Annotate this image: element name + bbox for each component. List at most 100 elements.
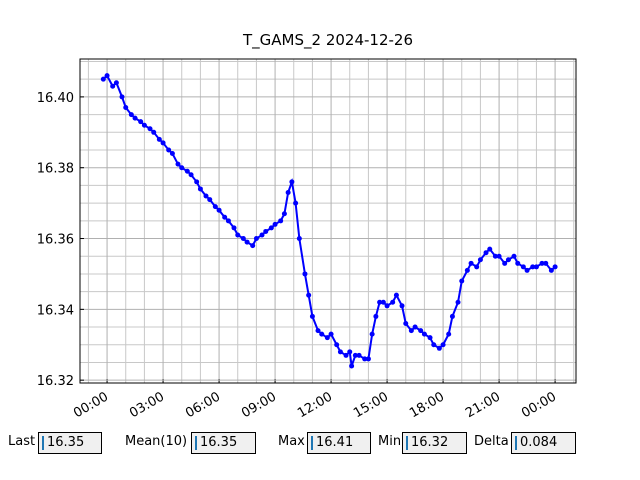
data-point xyxy=(231,225,237,231)
data-point xyxy=(184,168,190,174)
data-point xyxy=(431,342,437,348)
data-point xyxy=(110,83,116,89)
plot-frame xyxy=(79,58,577,384)
data-point xyxy=(119,94,125,100)
data-point xyxy=(160,140,166,146)
data-point xyxy=(349,363,355,369)
text-box[interactable]: 16.35 xyxy=(38,432,102,454)
data-point xyxy=(334,342,340,348)
data-point xyxy=(104,73,110,79)
data-point xyxy=(468,260,474,266)
data-point xyxy=(296,236,302,242)
data-point xyxy=(440,342,446,348)
data-point xyxy=(328,331,334,337)
data-point xyxy=(502,260,508,266)
x-tick-label: 15:00 xyxy=(351,389,391,421)
data-point xyxy=(225,218,231,224)
data-point xyxy=(496,253,502,259)
data-point xyxy=(533,264,539,270)
data-point xyxy=(365,356,371,362)
field-label: Max xyxy=(278,434,305,449)
y-tick-label: 16.36 xyxy=(37,233,74,248)
data-point xyxy=(483,250,489,256)
field-label: Mean(10) xyxy=(125,434,188,449)
data-point xyxy=(356,352,362,358)
data-point xyxy=(212,204,218,210)
data-point xyxy=(203,193,209,199)
data-point xyxy=(492,253,498,259)
data-point xyxy=(268,225,274,231)
data-point xyxy=(337,349,343,355)
data-point xyxy=(511,253,517,259)
data-point xyxy=(399,303,405,309)
data-point xyxy=(207,197,213,203)
x-tick-label: 00:00 xyxy=(519,389,559,421)
data-point xyxy=(166,147,172,153)
data-point xyxy=(446,331,452,337)
data-point xyxy=(216,207,222,213)
text-box[interactable]: 16.32 xyxy=(402,432,467,454)
data-point xyxy=(281,211,287,217)
data-point xyxy=(259,232,265,238)
y-tick-label: 16.40 xyxy=(37,91,74,106)
data-point xyxy=(474,264,480,270)
y-tick-label: 16.34 xyxy=(37,303,74,318)
data-point xyxy=(343,352,349,358)
data-point xyxy=(524,267,530,273)
data-point xyxy=(362,356,368,362)
text-box[interactable]: 16.35 xyxy=(191,432,256,454)
data-point xyxy=(240,236,246,242)
text-box[interactable]: 16.41 xyxy=(307,432,371,454)
data-point xyxy=(306,292,312,298)
chart: T_GAMS_2 2024-12-26 00:00 03:00 06:00 09:00… xyxy=(37,31,577,421)
data-point xyxy=(543,260,549,266)
data-point xyxy=(408,328,414,334)
data-point xyxy=(455,299,461,305)
data-point xyxy=(289,179,295,185)
data-point xyxy=(427,335,433,341)
data-point xyxy=(293,200,299,206)
data-point xyxy=(436,345,442,351)
data-point xyxy=(156,136,162,142)
data-point xyxy=(113,80,119,86)
x-tick-label: 00:00 xyxy=(71,389,111,421)
data-point xyxy=(464,267,470,273)
data-point xyxy=(123,105,129,111)
data-point xyxy=(548,267,554,273)
data-point xyxy=(487,246,493,252)
data-point xyxy=(319,331,325,337)
data-point xyxy=(390,299,396,305)
data-point xyxy=(520,264,526,270)
data-point xyxy=(352,352,358,358)
data-point xyxy=(175,161,181,167)
data-point xyxy=(169,151,175,157)
data-point xyxy=(188,172,194,178)
data-point xyxy=(369,331,375,337)
y-tick-label: 16.32 xyxy=(37,374,74,389)
data-point xyxy=(138,119,144,125)
data-point xyxy=(244,239,250,245)
data-point xyxy=(530,264,536,270)
data-point xyxy=(315,328,321,334)
data-point xyxy=(552,264,558,270)
data-point xyxy=(285,189,291,195)
data-point xyxy=(309,313,315,319)
text-box[interactable]: 0.084 xyxy=(511,432,576,454)
data-point xyxy=(377,299,383,305)
y-tick-label: 16.38 xyxy=(37,162,74,177)
data-point xyxy=(235,232,241,238)
data-point xyxy=(128,112,134,118)
data-point xyxy=(449,313,455,319)
data-point xyxy=(222,214,228,220)
data-point xyxy=(505,257,511,263)
data-point xyxy=(263,228,269,234)
data-point xyxy=(278,218,284,224)
data-point xyxy=(324,335,330,341)
x-tick-label: 21:00 xyxy=(463,389,503,421)
data-point xyxy=(380,299,386,305)
data-point xyxy=(151,129,157,135)
x-tick-label: 06:00 xyxy=(183,389,223,421)
data-point xyxy=(373,313,379,319)
data-point xyxy=(421,331,427,337)
data-point xyxy=(539,260,545,266)
